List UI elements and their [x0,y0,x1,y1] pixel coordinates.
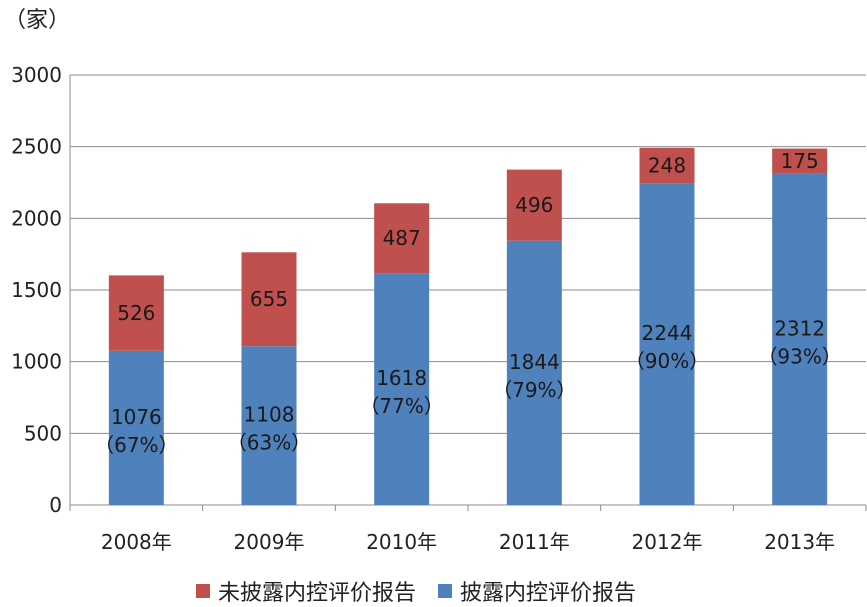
x-tick-label: 2009年 [234,530,305,554]
legend-item-undisclosed: 未披露内控评价报告 [196,575,416,607]
bar-disclosed [374,273,430,505]
data-label-undisclosed: 487 [383,226,421,250]
bar-disclosed [639,183,695,506]
bar-undisclosed [639,147,695,184]
stacked-bar-chart: 1076 （67%） 526 1108 （63%） 655 1618 （77%） 487 1844… [11,63,867,554]
x-tick-label: 2012年 [632,530,703,554]
bar-disclosed [241,346,297,505]
x-tick-label: 2010年 [366,530,437,554]
y-tick-label: 0 [49,493,62,517]
data-label-undisclosed: 496 [515,193,553,217]
y-tick-label: 1000 [11,350,62,374]
gridlines [70,74,866,434]
bar-undisclosed [506,169,562,241]
y-axis-unit-label: （家） [4,8,71,33]
data-labels: 1076 （67%） 526 1108 （63%） 655 1618 （77%） 487 1844… [94,149,842,457]
legend-swatch-undisclosed [196,584,210,598]
data-label-disclosed: 1108 [244,403,295,427]
data-label-percent: （77%） [359,394,443,418]
bar-undisclosed [108,275,164,351]
y-tick-label: 2000 [11,206,62,230]
bar-undisclosed [241,252,297,347]
data-label-percent: （90%） [625,349,709,373]
legend-item-disclosed: 披露内控评价报告 [438,575,636,607]
axes [69,75,867,511]
bars [108,147,828,506]
data-label-percent: （67%） [94,433,178,457]
data-label-disclosed: 2312 [774,316,825,340]
legend: 未披露内控评价报告 披露内控评价报告 [196,575,658,607]
bar-disclosed [772,173,828,505]
data-label-percent: （93%） [757,344,841,368]
data-label-undisclosed: 175 [781,149,819,173]
bar-disclosed [108,350,164,505]
data-label-percent: （63%） [227,431,311,455]
data-label-percent: （79%） [492,378,576,402]
x-tick-label: 2013年 [764,530,835,554]
data-label-undisclosed: 655 [250,287,288,311]
legend-label-disclosed: 披露内控评价报告 [460,581,637,606]
y-tick-label: 3000 [11,63,62,87]
y-tick-label: 500 [24,421,62,445]
legend-swatch-disclosed [438,584,453,598]
y-tick-label: 2500 [11,135,62,159]
data-label-disclosed: 1076 [111,405,162,429]
tick-labels: 0 500 1000 1500 2000 2500 3000 2008年 2009年 2010年 2… [11,63,835,554]
bar-undisclosed [772,148,828,174]
data-label-disclosed: 2244 [642,321,693,345]
data-label-undisclosed: 526 [117,301,155,325]
data-label-undisclosed: 248 [648,154,686,178]
x-tick-label: 2008年 [101,530,172,554]
y-tick-label: 1500 [11,278,62,302]
bar-undisclosed [374,203,430,274]
legend-label-undisclosed: 未披露内控评价报告 [218,581,417,606]
bar-disclosed [506,240,562,505]
data-label-disclosed: 1844 [509,350,560,374]
x-tick-label: 2011年 [499,530,570,554]
data-label-disclosed: 1618 [376,366,427,390]
